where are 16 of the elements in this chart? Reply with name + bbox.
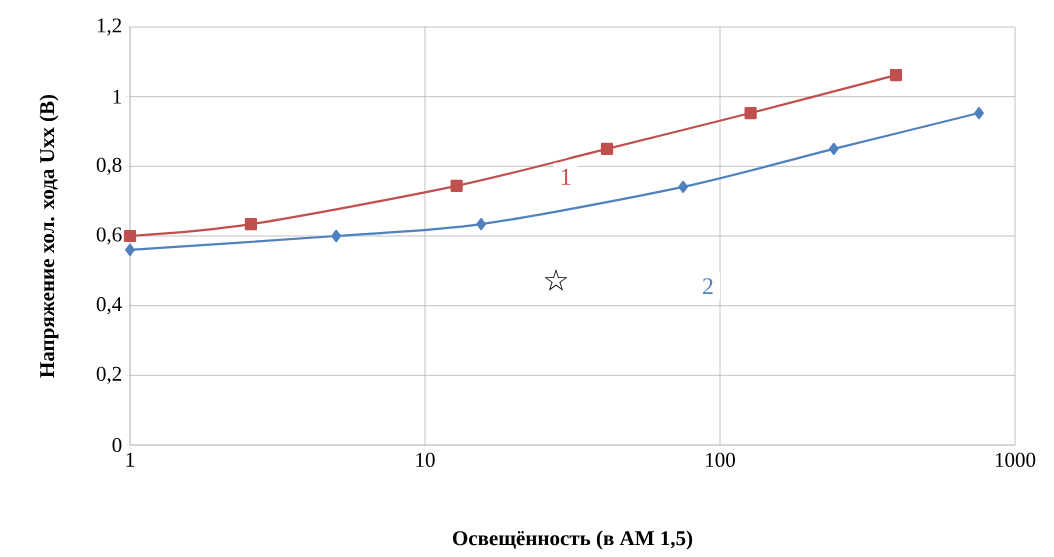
x-tick-label: 10	[416, 452, 435, 467]
text: 2	[702, 278, 713, 295]
y-tick-label: 0	[112, 437, 122, 453]
y-axis-title: Напряжение хол. хода Uxx (В)	[39, 94, 59, 378]
series-label: 1	[561, 168, 571, 185]
x-tick-label: 100	[706, 452, 735, 467]
x-tick-label: 1	[126, 452, 134, 467]
x-tick-label: 1000	[995, 452, 1036, 467]
y-tick-label: 0,6	[96, 227, 122, 245]
y-tick-label: 0,4	[96, 297, 122, 315]
y-tick-label: 0,2	[96, 366, 122, 384]
annotation: ☆	[544, 268, 568, 291]
x-axis-title: Освещённость (в АМ 1,5)	[452, 530, 693, 550]
y-tick-label: 1,2	[97, 18, 122, 36]
y-tick-label: 0,8	[96, 157, 122, 175]
y-tick-label: 1	[113, 89, 121, 104]
